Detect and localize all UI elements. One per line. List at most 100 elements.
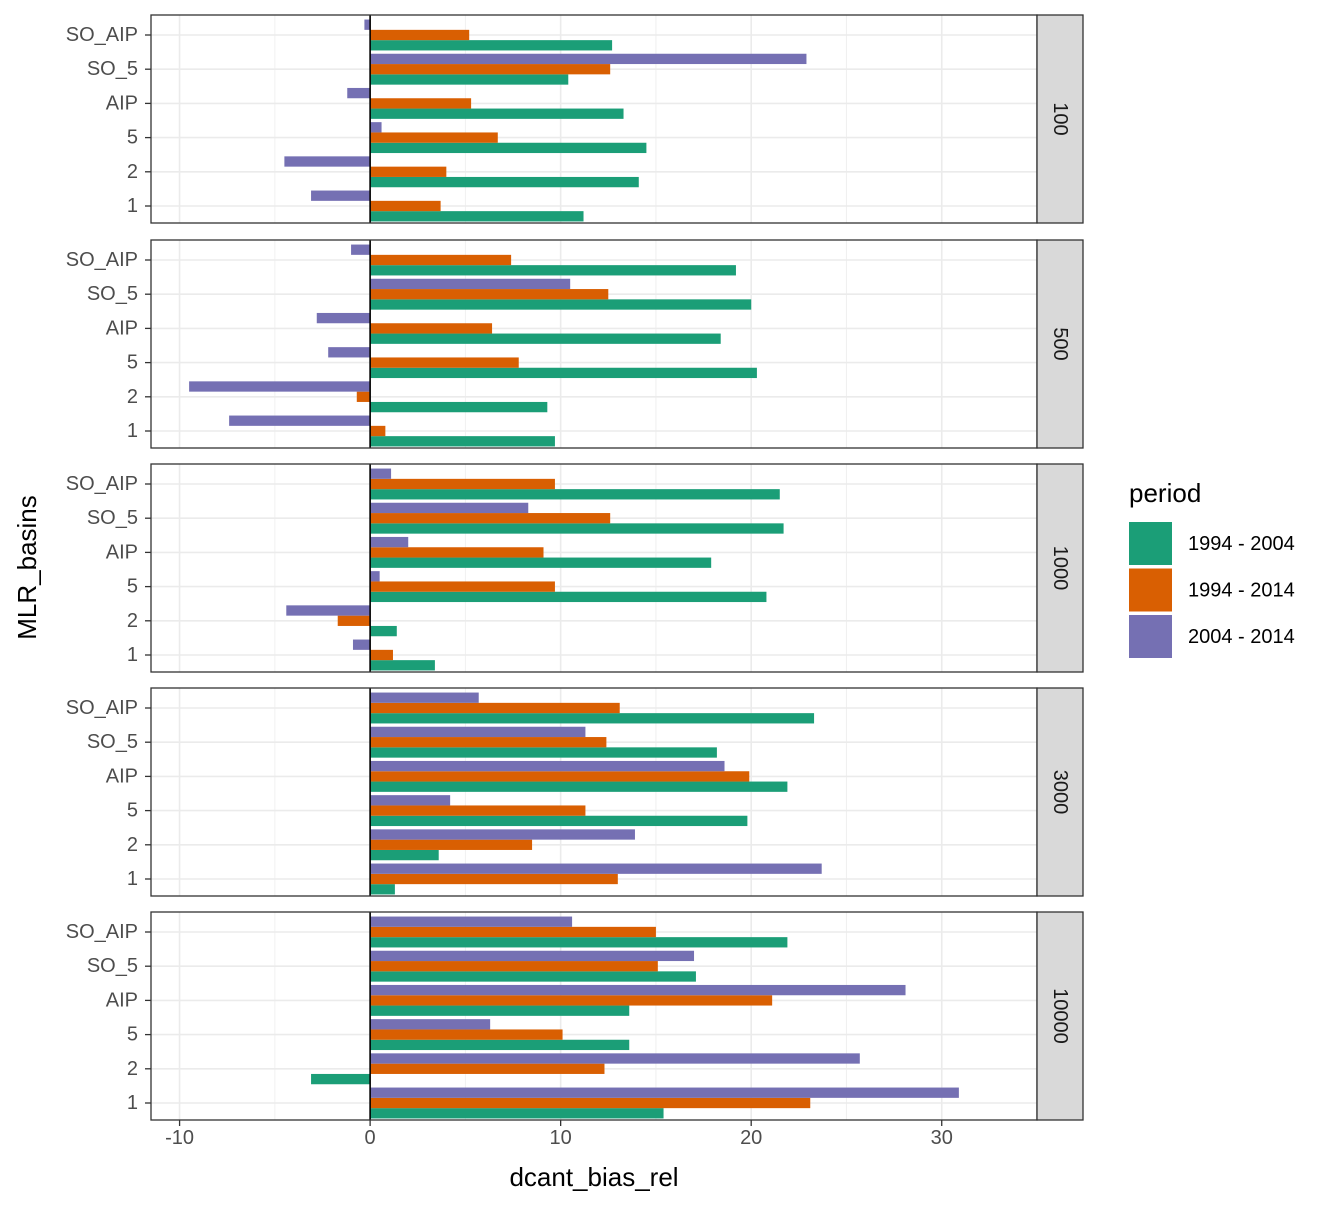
bar-1000-1-1994-2004 <box>370 660 435 671</box>
bar-10000-5-1994-2014 <box>370 1029 563 1040</box>
y-tick-label: SO_AIP <box>66 249 138 271</box>
bar-3000-2-2004-2014 <box>370 829 635 840</box>
bar-1000-SO_5-1994-2014 <box>370 513 611 524</box>
bar-10000-AIP-1994-2014 <box>370 995 773 1006</box>
bar-100-SO_5-1994-2014 <box>370 64 611 75</box>
y-tick-label: 5 <box>127 576 138 598</box>
bar-100-SO_AIP-1994-2014 <box>370 29 470 41</box>
bar-3000-SO_5-1994-2004 <box>370 747 717 758</box>
y-tick-label: SO_5 <box>87 283 138 305</box>
bar-500-AIP-2004-2014 <box>316 312 371 324</box>
bar-100-AIP-2004-2014 <box>347 87 371 99</box>
bar-10000-5-1994-2004 <box>370 1039 630 1051</box>
facet-panel-500: 500 SO_AIP SO_5 AIP 5 2 1 <box>66 239 1084 449</box>
bar-100-5-1994-2004 <box>370 142 647 154</box>
y-tick-label: SO_5 <box>87 507 138 529</box>
legend-label: 2004 - 2014 <box>1188 626 1295 648</box>
bar-1000-AIP-1994-2004 <box>370 557 712 568</box>
bar-1000-2-1994-2014 <box>337 615 371 626</box>
bar-100-AIP-1994-2014 <box>370 98 472 109</box>
bar-500-SO_AIP-2004-2014 <box>351 244 371 255</box>
y-tick-label: AIP <box>106 989 138 1011</box>
bar-1000-2-1994-2004 <box>370 625 397 637</box>
y-tick-label: 2 <box>127 1058 138 1080</box>
bar-1000-SO_5-2004-2014 <box>370 502 529 514</box>
y-tick-label: SO_AIP <box>66 921 138 943</box>
y-tick-label: 5 <box>127 127 138 149</box>
bar-500-SO_AIP-1994-2014 <box>370 254 512 266</box>
x-axis-title: dcant_bias_rel <box>509 1162 678 1192</box>
bar-3000-SO_AIP-1994-2014 <box>370 702 620 714</box>
bar-500-1-2004-2014 <box>229 415 371 426</box>
bar-100-1-1994-2004 <box>370 211 584 222</box>
legend-label: 1994 - 2014 <box>1188 580 1295 602</box>
bar-1000-5-2004-2014 <box>370 571 380 582</box>
bar-100-5-2004-2014 <box>370 122 382 133</box>
bar-3000-2-1994-2014 <box>370 839 533 850</box>
facet-panel-10000: 10000 SO_AIP SO_5 AIP 5 2 1 <box>66 911 1084 1121</box>
bar-1000-1-1994-2014 <box>370 649 393 661</box>
x-tick-label: -10 <box>165 1127 194 1149</box>
bar-100-1-1994-2014 <box>370 200 441 212</box>
bar-100-SO_AIP-1994-2004 <box>370 40 613 51</box>
bar-3000-SO_5-1994-2014 <box>370 737 607 748</box>
bar-10000-SO_AIP-1994-2004 <box>370 937 788 948</box>
facet-strip-label: 10000 <box>1049 988 1071 1044</box>
bar-3000-SO_AIP-1994-2004 <box>370 713 815 724</box>
bar-100-5-1994-2014 <box>370 132 498 143</box>
bar-500-5-1994-2004 <box>370 367 757 379</box>
facet-strip-label: 100 <box>1049 102 1071 135</box>
bar-10000-SO_5-2004-2014 <box>370 950 695 962</box>
bar-500-SO_5-1994-2004 <box>370 299 752 310</box>
facet-panel-1000: 1000 SO_AIP SO_5 AIP 5 2 1 <box>66 463 1084 673</box>
legend-label: 1994 - 2004 <box>1188 533 1295 555</box>
facet-strip <box>1036 463 1084 673</box>
facet-strip <box>1036 911 1084 1121</box>
facet-strip <box>1036 239 1084 449</box>
bar-10000-SO_5-1994-2014 <box>370 961 658 972</box>
bar-500-5-1994-2014 <box>370 357 519 368</box>
facet-strip-label: 500 <box>1049 327 1071 360</box>
bar-3000-1-1994-2014 <box>370 873 618 885</box>
bar-100-1-2004-2014 <box>311 190 371 201</box>
bar-500-1-1994-2014 <box>370 425 386 437</box>
facet-panel-100: 100 SO_AIP SO_5 AIP 5 2 1 <box>66 14 1084 224</box>
y-tick-label: 1 <box>127 195 138 217</box>
bar-3000-1-2004-2014 <box>370 863 822 874</box>
y-tick-label: SO_AIP <box>66 24 138 46</box>
x-tick-label: 10 <box>550 1127 572 1149</box>
bar-1000-SO_AIP-1994-2004 <box>370 489 780 500</box>
y-tick-label: 2 <box>127 161 138 183</box>
bar-100-SO_AIP-2004-2014 <box>364 19 371 30</box>
bar-500-2-1994-2004 <box>370 401 548 413</box>
y-tick-label: SO_5 <box>87 731 138 753</box>
y-axis-title: MLR_basins <box>12 495 42 640</box>
x-tick-label: 30 <box>931 1127 953 1149</box>
bar-500-2-1994-2014 <box>356 391 371 402</box>
bar-10000-5-2004-2014 <box>370 1019 491 1030</box>
bar-100-SO_5-1994-2004 <box>370 74 569 85</box>
legend-key-1994-2004 <box>1129 522 1172 565</box>
bar-100-2-2004-2014 <box>284 156 371 167</box>
bar-1000-SO_AIP-1994-2014 <box>370 478 555 490</box>
bar-500-AIP-1994-2004 <box>370 333 721 344</box>
bar-1000-5-1994-2004 <box>370 591 767 603</box>
y-tick-label: 2 <box>127 834 138 856</box>
bar-3000-AIP-1994-2014 <box>370 771 750 782</box>
bar-3000-AIP-1994-2004 <box>370 781 788 792</box>
y-tick-label: 1 <box>127 420 138 442</box>
bar-500-SO_5-2004-2014 <box>370 278 571 290</box>
y-tick-label: 5 <box>127 352 138 374</box>
bar-100-SO_5-2004-2014 <box>370 53 807 65</box>
bar-500-AIP-1994-2014 <box>370 323 493 334</box>
bar-1000-AIP-2004-2014 <box>370 536 409 548</box>
bar-3000-1-1994-2004 <box>370 884 395 895</box>
legend-key-1994-2014 <box>1129 568 1172 612</box>
y-tick-label: 5 <box>127 1024 138 1046</box>
bar-10000-SO_5-1994-2004 <box>370 971 696 982</box>
bar-500-1-1994-2004 <box>370 436 555 447</box>
bar-1000-2-2004-2014 <box>286 605 371 616</box>
bar-3000-SO_AIP-2004-2014 <box>370 692 479 703</box>
